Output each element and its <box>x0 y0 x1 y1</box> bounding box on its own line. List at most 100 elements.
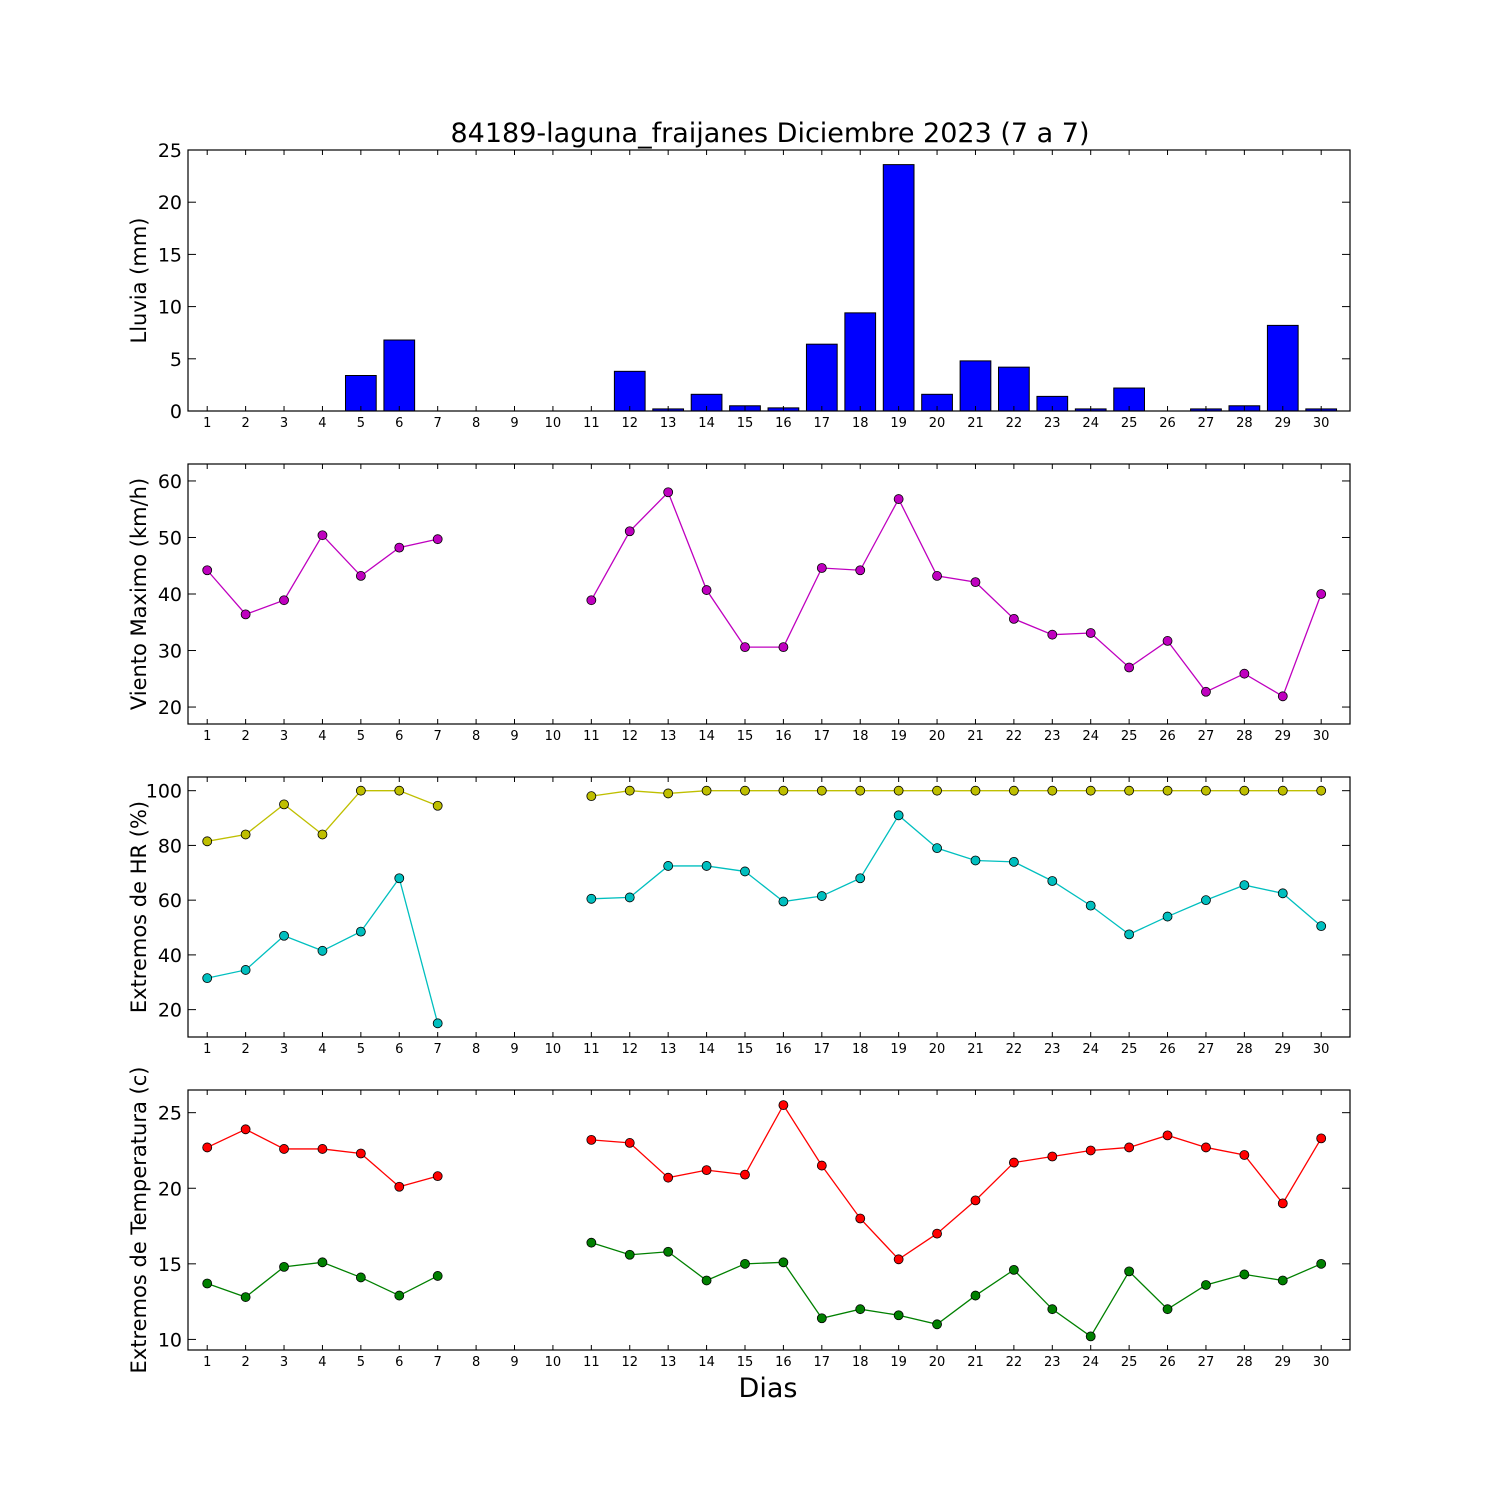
y-tick-label-25: 25 <box>158 1103 182 1125</box>
x-tick-label-27: 27 <box>1198 1355 1215 1370</box>
point-wind-max-day-1 <box>202 565 213 576</box>
x-tick-label-10: 10 <box>545 729 562 744</box>
point-hr-max-day-19 <box>893 785 904 796</box>
x-tick-label-5: 5 <box>357 1042 365 1057</box>
point-temp-min-day-17 <box>816 1313 827 1324</box>
point-temp-min-day-4 <box>317 1257 328 1268</box>
x-tick-label-13: 13 <box>660 1042 677 1057</box>
y-axis-label-wind: Viento Maximo (km/h) <box>127 478 151 710</box>
point-temp-max-day-12 <box>624 1138 635 1148</box>
point-wind-max-day-28 <box>1239 668 1250 679</box>
point-hr-max-day-23 <box>1047 785 1058 796</box>
x-tick-label-19: 19 <box>890 729 907 744</box>
x-tick-label-21: 21 <box>967 416 984 431</box>
y-tick-label-15: 15 <box>158 244 182 266</box>
panel-temp: 1 2 3 4 5 6 7 8 9 10 11 12 13 14 15 16 17 18 19 20 21 22 23 24 2… <box>127 1067 1351 1373</box>
x-tick-label-7: 7 <box>434 729 442 744</box>
x-tick-label-22: 22 <box>1006 729 1023 744</box>
point-hr-min-day-1 <box>202 973 213 984</box>
x-tick-label-22: 22 <box>1006 416 1023 431</box>
point-hr-min-day-6 <box>394 873 405 884</box>
point-wind-max-day-7 <box>432 534 443 545</box>
x-tick-label-23: 23 <box>1044 416 1061 431</box>
y-tick-label-15: 15 <box>158 1254 182 1276</box>
x-tick-label-16: 16 <box>775 1355 792 1370</box>
point-temp-max-day-16 <box>778 1100 789 1111</box>
point-hr-min-day-16 <box>778 896 789 907</box>
point-wind-max-day-3 <box>279 595 289 606</box>
x-tick-label-1: 1 <box>203 729 211 744</box>
y-tick-label-100: 100 <box>146 781 182 803</box>
point-hr-max-day-22 <box>1008 785 1019 796</box>
x-tick-label-17: 17 <box>814 416 831 431</box>
x-tick-label-22: 22 <box>1006 1042 1023 1057</box>
x-tick-label-9: 9 <box>510 729 518 744</box>
x-tick-label-16: 16 <box>775 1042 792 1057</box>
x-tick-label-1: 1 <box>203 1042 211 1057</box>
x-tick-label-21: 21 <box>967 1355 984 1370</box>
line-hr-max-segment-2 <box>591 790 1322 797</box>
point-wind-max-day-4 <box>317 530 328 541</box>
point-hr-max-day-6 <box>394 785 405 796</box>
x-tick-label-30: 30 <box>1313 1042 1330 1057</box>
y-tick-label-60: 60 <box>158 890 182 912</box>
point-hr-min-day-13 <box>663 861 674 871</box>
axes-frame <box>187 1089 1351 1351</box>
x-tick-label-20: 20 <box>929 1042 946 1057</box>
x-tick-label-7: 7 <box>434 416 442 431</box>
panel-wind: 1 2 3 4 5 6 7 8 9 10 11 12 13 14 15 16 17 18 19 20 21 22 23 24 2… <box>127 463 1351 744</box>
point-temp-min-day-27 <box>1201 1280 1211 1290</box>
point-temp-max-day-21 <box>970 1195 981 1206</box>
point-hr-max-day-5 <box>355 785 366 796</box>
y-axis-label-rain: Lluvia (mm) <box>127 218 151 344</box>
x-tick-label-1: 1 <box>203 1355 211 1370</box>
x-tick-label-6: 6 <box>395 1042 403 1057</box>
x-tick-label-24: 24 <box>1082 729 1099 744</box>
point-temp-min-day-29 <box>1277 1275 1288 1286</box>
point-hr-max-day-13 <box>663 788 674 799</box>
x-tick-label-12: 12 <box>621 416 638 431</box>
x-tick-label-27: 27 <box>1198 416 1215 431</box>
x-tick-label-20: 20 <box>929 729 946 744</box>
point-temp-max-day-11 <box>586 1134 597 1145</box>
x-axis-label: Dias <box>739 1373 798 1404</box>
point-hr-min-day-7 <box>432 1018 443 1029</box>
x-tick-label-18: 18 <box>852 416 869 431</box>
point-hr-min-day-28 <box>1239 880 1250 891</box>
point-wind-max-day-25 <box>1124 662 1135 673</box>
x-tick-label-29: 29 <box>1275 729 1292 744</box>
point-temp-min-day-21 <box>970 1290 981 1301</box>
x-tick-label-4: 4 <box>318 1042 326 1057</box>
point-temp-min-day-16 <box>778 1257 789 1268</box>
x-tick-label-9: 9 <box>510 1355 518 1370</box>
point-temp-max-day-6 <box>394 1181 405 1192</box>
x-tick-label-8: 8 <box>472 1355 480 1370</box>
y-tick-label-20: 20 <box>158 192 182 214</box>
x-tick-label-9: 9 <box>510 1042 518 1057</box>
point-temp-min-day-15 <box>740 1258 750 1269</box>
x-tick-label-4: 4 <box>318 729 326 744</box>
x-tick-label-17: 17 <box>814 729 831 744</box>
point-temp-min-day-19 <box>893 1310 904 1321</box>
point-wind-max-day-12 <box>624 526 635 537</box>
chart-title: 84189-laguna_fraijanes Diciembre 2023 (7… <box>451 118 1090 149</box>
point-hr-max-day-4 <box>317 829 328 840</box>
point-temp-max-day-18 <box>855 1213 866 1224</box>
x-tick-label-14: 14 <box>698 1042 715 1057</box>
point-hr-min-day-4 <box>317 945 328 956</box>
panels: 1 2 3 4 5 6 7 8 9 10 11 12 13 14 15 16 17 18 19 20 21 22 23 24 2… <box>127 140 1351 1373</box>
point-hr-min-day-27 <box>1201 895 1211 906</box>
point-hr-max-day-12 <box>624 785 635 796</box>
x-tick-label-28: 28 <box>1236 416 1253 431</box>
point-temp-max-day-22 <box>1008 1157 1019 1168</box>
point-hr-max-day-16 <box>778 785 789 796</box>
point-wind-max-day-22 <box>1008 613 1019 624</box>
x-tick-label-2: 2 <box>241 1042 249 1057</box>
point-temp-max-day-3 <box>279 1144 289 1154</box>
x-tick-label-8: 8 <box>472 416 480 431</box>
y-tick-label-80: 80 <box>158 835 182 857</box>
point-temp-min-day-18 <box>855 1304 866 1315</box>
point-hr-max-day-26 <box>1162 785 1173 796</box>
